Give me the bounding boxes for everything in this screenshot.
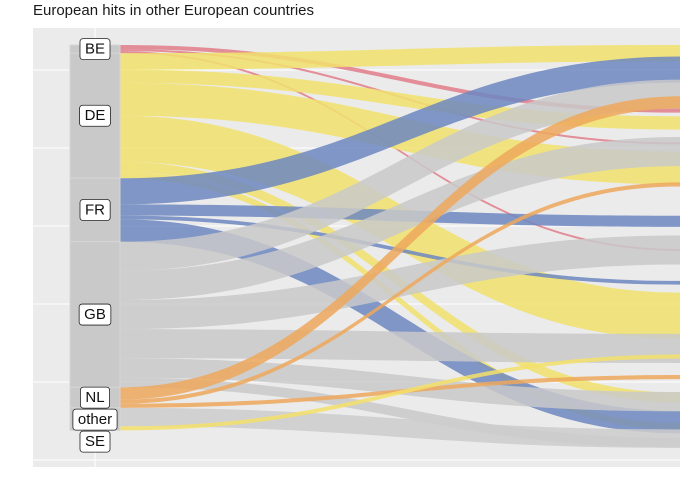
flow-se-23 [120,354,680,431]
flow-be-0 [120,45,680,113]
stratum-label-de: DE [79,104,111,127]
svg-text:SE: SE [85,433,105,450]
stratum-label-other: other [72,408,118,431]
flow-gb-13 [120,79,680,271]
flow-fr-12 [120,219,680,434]
flow-fr-9 [120,56,680,205]
origin-strata [69,44,121,431]
svg-text:FR: FR [85,202,105,219]
flow-de-3 [120,44,680,70]
stratum-label-be: BE [79,38,111,60]
flow-gb-17 [120,358,680,412]
chart-title: European hits in other European countrie… [33,2,315,19]
flow-nl-20 [120,182,680,404]
stratum-labels: BE DE FR GB NL other SE [72,38,118,453]
flow-bands [120,44,680,448]
svg-text:DE: DE [85,107,106,124]
svg-text:BE: BE [85,41,105,58]
stratum-label-nl: NL [80,386,110,409]
flow-gb-15 [120,235,680,330]
stratum-label-fr: FR [79,199,111,221]
stratum-label-gb: GB [78,303,112,326]
stratum-label-se: SE [79,430,111,453]
svg-text:other: other [78,411,112,428]
flow-nl-19 [120,96,680,400]
flow-gb-14 [120,137,680,301]
flow-gb-18 [120,377,680,448]
svg-text:GB: GB [84,306,106,323]
flow-de-8 [120,171,680,430]
flow-be-2 [120,51,680,252]
svg-text:NL: NL [85,389,104,406]
